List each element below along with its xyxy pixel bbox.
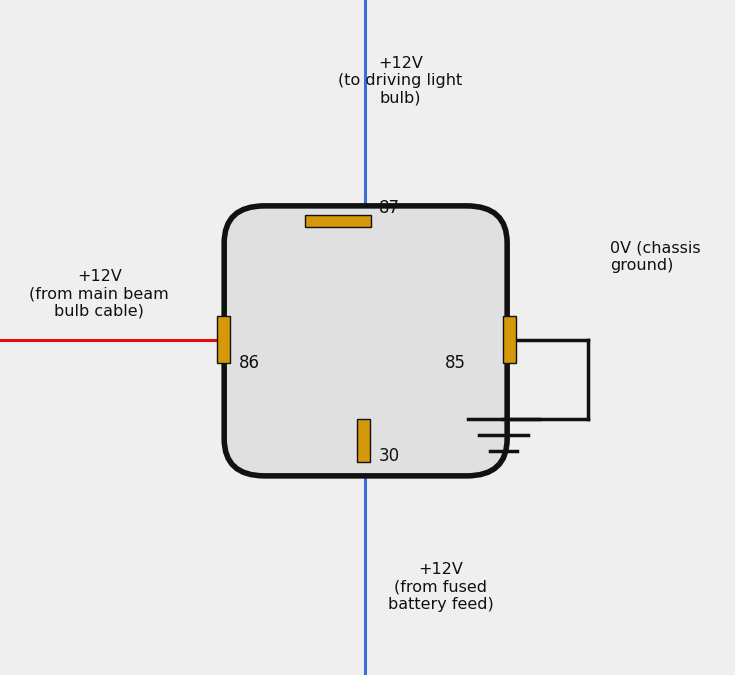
Text: 0V (chassis
ground): 0V (chassis ground) — [610, 240, 700, 273]
Bar — [357, 418, 370, 462]
Text: 85: 85 — [445, 354, 466, 372]
Text: 30: 30 — [379, 447, 400, 464]
FancyBboxPatch shape — [224, 206, 507, 476]
Text: +12V
(from main beam
bulb cable): +12V (from main beam bulb cable) — [29, 269, 169, 319]
Text: 87: 87 — [379, 199, 400, 217]
Bar — [503, 316, 516, 363]
Text: +12V
(to driving light
bulb): +12V (to driving light bulb) — [338, 56, 463, 106]
Text: 86: 86 — [239, 354, 260, 372]
Bar — [305, 215, 371, 227]
Text: +12V
(from fused
battery feed): +12V (from fused battery feed) — [388, 562, 494, 612]
Bar — [217, 316, 230, 363]
